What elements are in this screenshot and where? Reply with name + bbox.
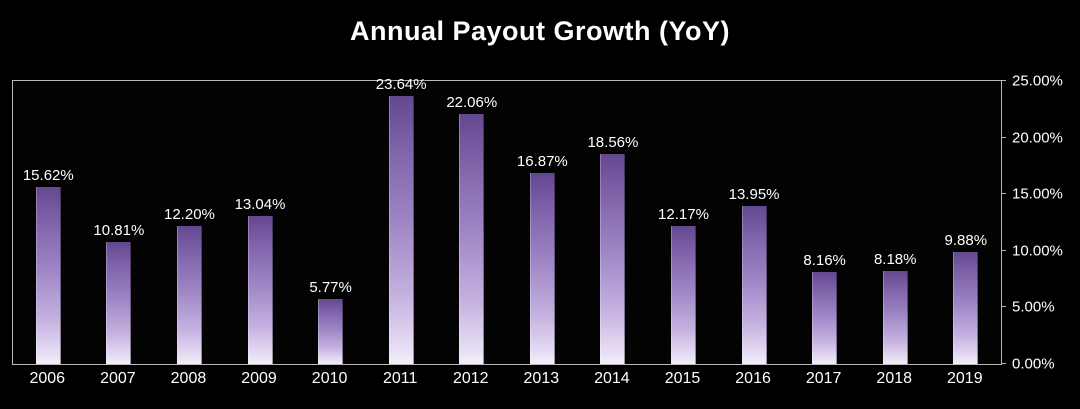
y-axis: 0.00% 5.00% 10.00% 15.00% 20.00% 25.00%	[1001, 73, 1079, 373]
x-axis-label: 2010	[311, 370, 348, 387]
bar-value-label: 8.18%	[873, 251, 917, 269]
bar-value-label: 12.20%	[164, 205, 215, 223]
y-axis-tick	[1001, 363, 1006, 364]
bar-slot: 8.16%	[789, 81, 860, 364]
bar: 8.16%	[803, 252, 846, 364]
x-axis-label: 2012	[452, 370, 489, 387]
x-axis: 2006 2007 2008 2009 2010 2011 2012 2013 2014 2015…	[12, 370, 1000, 388]
x-axis-label: 2014	[594, 370, 630, 387]
bar-value-label: 12.17%	[658, 206, 709, 224]
bar-slot: 23.64%	[366, 76, 437, 364]
y-axis-tick-label: 5.00%	[1012, 298, 1055, 316]
bar: 23.64%	[376, 76, 427, 364]
y-axis-tick-label: 20.00%	[1012, 129, 1063, 147]
x-axis-label: 2006	[29, 370, 66, 387]
y-axis-tick-label: 10.00%	[1012, 242, 1063, 260]
bar: 13.95%	[729, 186, 780, 364]
bar-value-label: 10.81%	[93, 221, 145, 239]
bar-slot: 22.06%	[436, 81, 507, 364]
bar: 15.62%	[23, 167, 74, 364]
bar-value-label: 5.77%	[309, 278, 352, 296]
bar: 10.81%	[93, 222, 144, 364]
bar-value-label: 22.06%	[446, 94, 498, 112]
bar-slot: 12.20%	[154, 81, 225, 364]
bar-slot: 9.88%	[931, 81, 1002, 364]
bar-value-label: 23.64%	[375, 76, 427, 94]
bar-slot: 16.87%	[507, 81, 578, 364]
bar: 22.06%	[446, 94, 497, 364]
bar-value-label: 18.56%	[587, 133, 639, 151]
bar-slot: 15.62%	[13, 81, 84, 364]
x-axis-label: 2017	[805, 370, 842, 387]
bar-value-label: 13.95%	[728, 186, 780, 204]
y-axis-tick-label: 0.00%	[1012, 355, 1055, 373]
bar-slot: 5.77%	[295, 81, 366, 364]
x-axis-label: 2018	[876, 370, 913, 387]
bar-value-label: 16.87%	[516, 153, 568, 171]
x-axis-label: 2007	[100, 370, 136, 387]
bar-slot: 18.56%	[578, 81, 649, 364]
bar: 18.56%	[587, 134, 638, 364]
bar: 16.87%	[517, 153, 568, 364]
bar-value-label: 9.88%	[944, 232, 988, 250]
bar: 8.18%	[874, 251, 916, 364]
x-axis-label: 2015	[664, 370, 701, 387]
y-axis-tick	[1001, 306, 1006, 308]
y-axis-tick	[1001, 249, 1006, 251]
bar-slot: 13.95%	[719, 81, 790, 364]
y-axis-tick	[1001, 193, 1006, 195]
y-axis-tick	[1001, 80, 1006, 81]
y-axis-tick-label: 25.00%	[1012, 72, 1063, 90]
bar-slot: 10.81%	[84, 81, 155, 364]
chart-title: Annual Payout Growth (YoY)	[350, 16, 730, 46]
bar-slot: 13.04%	[225, 81, 296, 364]
x-axis-label: 2008	[170, 370, 207, 387]
x-axis-label: 2019	[947, 370, 983, 387]
bar-value-label: 8.16%	[803, 251, 846, 269]
bar-slot: 12.17%	[648, 81, 719, 364]
bar: 5.77%	[309, 279, 352, 364]
bar-value-label: 13.04%	[234, 196, 286, 214]
bar-slot: 8.18%	[860, 81, 931, 364]
bar: 9.88%	[945, 232, 987, 364]
x-axis-label: 2016	[735, 370, 771, 387]
x-axis-label: 2013	[523, 370, 560, 387]
bar: 12.17%	[658, 206, 709, 364]
bar-value-label: 15.62%	[22, 167, 74, 185]
x-axis-label: 2011	[382, 370, 418, 387]
y-axis-tick-label: 15.00%	[1012, 185, 1063, 203]
plot-area: 15.62% 10.81% 12.20% 13.04% 5.77% 23.64% 22.06…	[12, 76, 1002, 365]
x-axis-label: 2009	[241, 370, 277, 387]
bar: 12.20%	[164, 206, 215, 364]
y-axis-tick	[1001, 136, 1006, 138]
bar: 13.04%	[235, 196, 285, 364]
